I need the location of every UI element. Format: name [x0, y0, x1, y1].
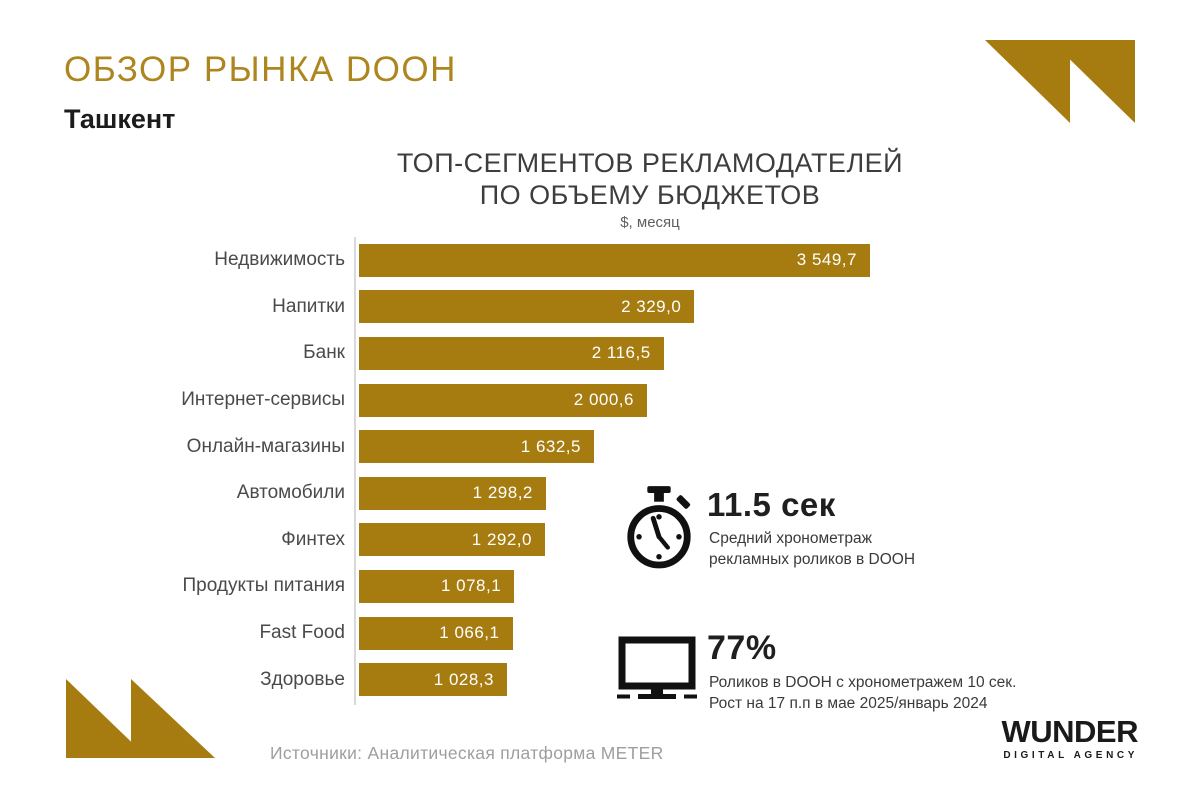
bar-value-label: 1 632,5 — [520, 436, 581, 456]
stat-description-share: Роликов в DOOH с хронометражем 10 сек. Р… — [709, 673, 1016, 715]
bar: 2 116,5 — [359, 336, 664, 370]
bar-value-label: 1 078,1 — [440, 576, 502, 596]
bar-track: 1 292,0 — [359, 523, 879, 557]
category-label: Fast Food — [259, 622, 345, 644]
bar-track: 2 116,5 — [359, 336, 879, 370]
bar-track: 2 000,6 — [359, 383, 879, 417]
bar-track: 2 329,0 — [359, 290, 879, 324]
stat-description-duration-line1: Средний хронометраж — [709, 530, 872, 547]
bar-value-label: 2 329,0 — [621, 296, 682, 316]
category-label: Продукты питания — [182, 575, 345, 597]
chart-unit-label: $, месяц — [620, 214, 680, 231]
bar-track: 1 632,5 — [359, 430, 879, 464]
category-label: Автомобили — [236, 482, 345, 504]
bar-track: 1 028,3 — [359, 663, 879, 697]
stat-value-duration: 11.5 сек — [707, 486, 836, 523]
category-label: Здоровье — [260, 668, 345, 690]
category-label: Финтех — [281, 528, 345, 550]
stat-description-share-line2: Рост на 17 п.п в мае 2025/январь 2024 — [709, 694, 988, 712]
corner-decoration-bottom-left-icon — [66, 679, 215, 758]
chart-row: Финтех 1 292,0 — [65, 517, 880, 564]
bar: 1 078,1 — [359, 569, 515, 603]
wunder-logo: WUNDER DIGITAL AGENCY — [930, 714, 1139, 761]
category-label: Напитки — [272, 295, 345, 317]
bar: 2 000,6 — [359, 383, 647, 417]
stat-description-duration: Средний хронометраж рекламных роликов в … — [709, 529, 915, 571]
category-label: Онлайн-магазины — [186, 435, 345, 457]
bar: 1 298,2 — [359, 476, 546, 510]
chart-row: Напитки 2 329,0 — [65, 284, 880, 331]
bar: 2 329,0 — [359, 290, 695, 324]
chart-title-line2: ПО ОБЪЕМУ БЮДЖЕТОВ — [479, 179, 821, 210]
bar: 3 549,7 — [359, 243, 870, 277]
category-label: Интернет-сервисы — [181, 389, 345, 411]
chart-row: Онлайн-магазины 1 632,5 — [65, 423, 880, 470]
chart-row: Интернет-сервисы 2 000,6 — [65, 377, 880, 424]
chart-row: Автомобили 1 298,2 — [65, 470, 880, 517]
chart-row: Продукты питания 1 078,1 — [65, 563, 880, 610]
chart-row: Банк 2 116,5 — [65, 330, 880, 377]
stat-description-share-line1: Роликов в DOOH с хронометражем 10 сек. — [709, 674, 1017, 691]
chart-row: Fast Food 1 066,1 — [65, 610, 880, 657]
logo-name: WUNDER — [1001, 714, 1139, 749]
page-title: ОБЗОР РЫНКА DOOH — [64, 50, 457, 89]
corner-decoration-top-right-icon — [985, 40, 1135, 123]
stat-description-duration-line2: рекламных роликов в DOOH — [709, 550, 916, 568]
chart-title-line1: ТОП-СЕГМЕНТОВ РЕКЛАМОДАТЕЛЕЙ — [396, 148, 904, 178]
bar-track: 3 549,7 — [359, 243, 879, 277]
bar-value-label: 1 292,0 — [471, 529, 532, 549]
stopwatch-icon — [627, 486, 691, 569]
bar: 1 066,1 — [359, 616, 513, 650]
stat-value-share: 77% — [707, 629, 777, 667]
bar-value-label: 1 066,1 — [439, 623, 500, 643]
bar-track: 1 298,2 — [359, 476, 879, 510]
chart-row: Здоровье 1 028,3 — [65, 656, 880, 703]
chart-axis-line — [354, 237, 356, 705]
bar: 1 028,3 — [359, 663, 507, 697]
page-subtitle: Ташкент — [64, 104, 176, 134]
monitor-icon — [617, 636, 697, 699]
bar-track: 1 066,1 — [359, 616, 879, 650]
bar: 1 632,5 — [359, 430, 594, 464]
source-text: Источники: Аналитическая платформа METER — [270, 743, 664, 763]
bar-track: 1 078,1 — [359, 569, 879, 603]
bar-value-label: 3 549,7 — [796, 250, 857, 270]
category-label: Недвижимость — [214, 249, 345, 271]
bar-value-label: 2 116,5 — [591, 343, 651, 363]
category-label: Банк — [303, 342, 345, 364]
bar-value-label: 1 028,3 — [433, 669, 494, 689]
chart-row: Недвижимость 3 549,7 — [65, 237, 880, 284]
bar: 1 292,0 — [359, 523, 545, 557]
chart-title: ТОП-СЕГМЕНТОВ РЕКЛАМОДАТЕЛЕЙ ПО ОБЪЕМУ Б… — [250, 148, 1050, 212]
bar-value-label: 2 000,6 — [573, 390, 634, 410]
bar-value-label: 1 298,2 — [472, 483, 533, 503]
logo-tagline: DIGITAL AGENCY — [1003, 750, 1138, 761]
chart-rows: Недвижимость 3 549,7 Напитки 2 329,0 Банк 2 1… — [65, 237, 880, 703]
